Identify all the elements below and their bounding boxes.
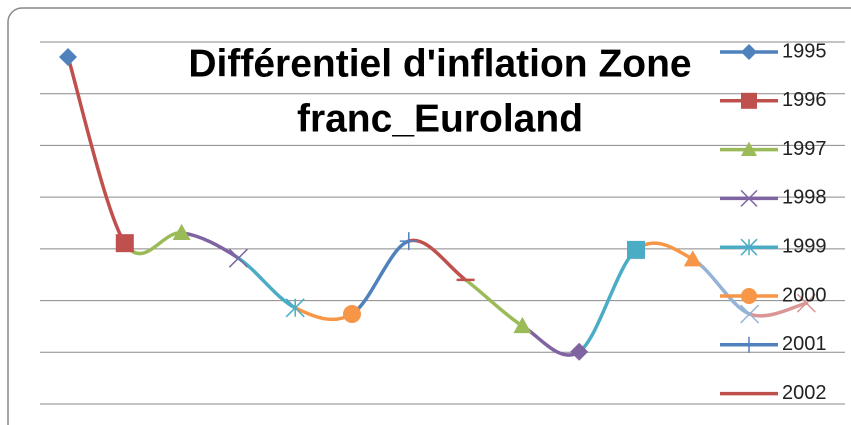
marker — [741, 141, 757, 156]
chart-title: franc_Euroland — [297, 97, 583, 140]
marker — [741, 92, 757, 109]
legend-label: 1998 — [782, 187, 827, 209]
line-segment — [463, 278, 525, 328]
legend-label: 2002 — [782, 382, 827, 404]
line-segment — [236, 256, 297, 310]
marker — [172, 223, 191, 241]
legend-label: 2001 — [782, 333, 827, 355]
marker — [740, 304, 760, 324]
line-segment — [747, 301, 809, 318]
line-segment — [66, 55, 127, 245]
legend-label: 2000 — [782, 284, 827, 306]
chart-frame — [7, 7, 851, 425]
marker — [741, 288, 757, 304]
legend-label: 1999 — [782, 235, 827, 257]
chart-title: Différentiel d'inflation Zone — [188, 42, 691, 85]
marker — [740, 238, 758, 256]
marker — [683, 250, 702, 267]
legend-label: 1996 — [782, 89, 827, 111]
marker — [741, 336, 757, 353]
marker — [570, 342, 589, 361]
marker — [115, 234, 134, 253]
marker — [285, 298, 305, 318]
legend-label: 1995 — [782, 40, 827, 62]
marker — [796, 293, 816, 313]
marker — [59, 47, 77, 66]
legend-label: 1997 — [782, 138, 827, 160]
marker — [627, 240, 645, 259]
marker — [513, 316, 532, 334]
marker — [343, 305, 361, 324]
marker — [741, 44, 757, 60]
marker — [399, 232, 418, 251]
marker — [740, 189, 758, 207]
marker — [228, 248, 248, 268]
